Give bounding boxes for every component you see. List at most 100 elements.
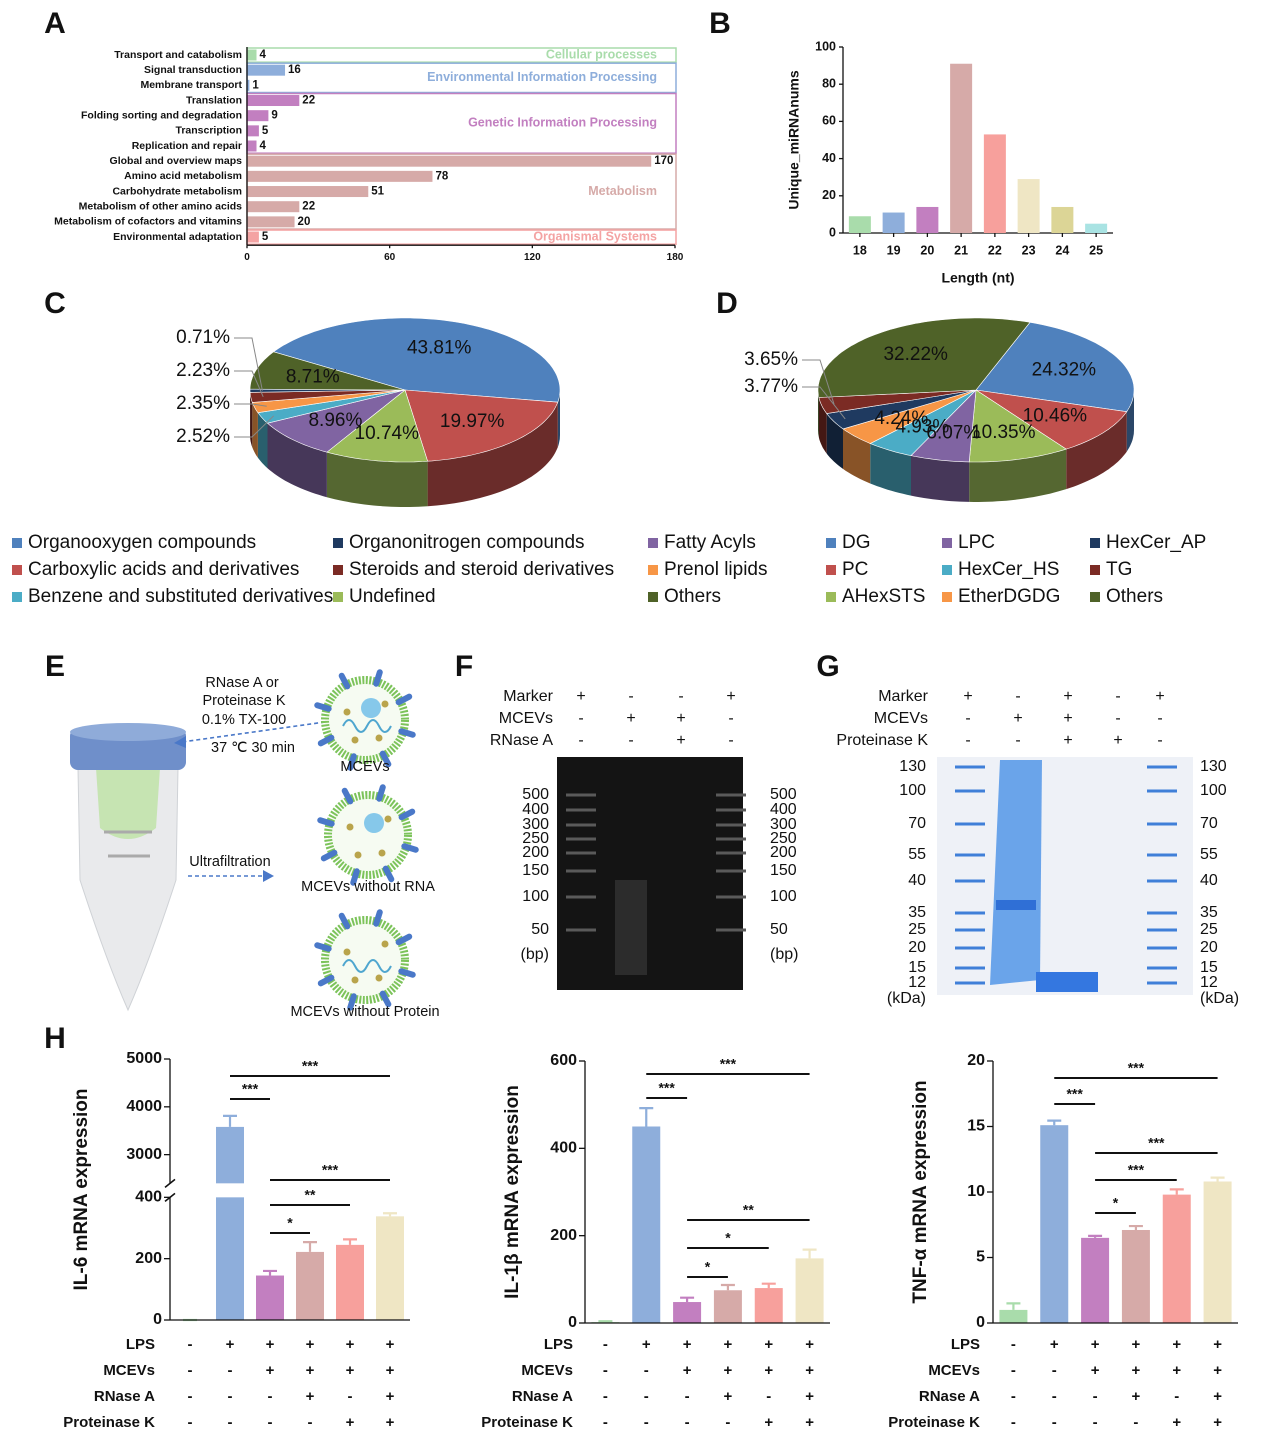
condition-mark: +	[1213, 1362, 1222, 1379]
pie-side	[1066, 411, 1127, 490]
condition-label: MCEVs	[103, 1362, 155, 1379]
legend-label: DG	[842, 532, 871, 553]
x-tick-label: 120	[524, 252, 541, 263]
ladder-label: 100	[899, 782, 926, 799]
lane-mark: +	[576, 688, 585, 705]
legend-label: Undefined	[349, 586, 436, 607]
condition-label: RNase A	[919, 1388, 980, 1405]
surface-protein	[338, 672, 351, 690]
error-bar	[1128, 1224, 1143, 1230]
y-tick-label: 3000	[126, 1146, 162, 1163]
panel-label: D	[716, 287, 738, 320]
ladder-label: 500	[522, 786, 549, 803]
bar	[247, 186, 369, 198]
ladder-band	[716, 895, 746, 899]
lane-mark: +	[726, 688, 735, 705]
condition-mark: +	[764, 1414, 773, 1431]
legend-swatch	[333, 592, 343, 602]
lane-mark: +	[1155, 688, 1164, 705]
vesicle-membrane	[321, 676, 409, 764]
category-label: Membrane transport	[140, 79, 242, 91]
ladder-label: 12	[908, 974, 926, 991]
legend-label: Benzene and substituted derivatives	[28, 586, 333, 607]
group-label: Cellular processes	[546, 47, 657, 61]
rna	[342, 959, 392, 973]
pie-side	[267, 423, 327, 498]
pie-slice	[266, 389, 406, 453]
cargo-dot	[351, 976, 359, 984]
legend-swatch	[1090, 538, 1100, 548]
surface-protein	[314, 702, 332, 712]
slice-label: 6.07%	[926, 422, 980, 443]
x-tick-label: 60	[384, 252, 396, 263]
error-bar	[263, 1269, 277, 1276]
error-bar	[303, 1241, 317, 1252]
slice-label: 0.71%	[176, 327, 230, 348]
surface-protein	[398, 728, 416, 738]
legend-label: Others	[1106, 586, 1163, 607]
x-tick-label: 23	[1022, 243, 1036, 257]
cargo-dot	[343, 948, 351, 956]
bar	[848, 216, 871, 233]
surface-protein	[317, 974, 335, 987]
condition-mark: +	[386, 1388, 395, 1405]
lane-mark: -	[578, 710, 583, 727]
pie-slice	[817, 317, 1031, 398]
lane-mark: -	[578, 732, 583, 749]
lane-mark: -	[1115, 710, 1120, 727]
slice-label: 19.97%	[440, 411, 505, 432]
ladder-label: 500	[770, 786, 797, 803]
surface-protein	[314, 942, 332, 952]
condition-mark: +	[1132, 1336, 1141, 1353]
y-tick-label: 600	[550, 1052, 577, 1069]
legend-label: LPC	[958, 532, 995, 553]
ladder-band	[566, 823, 596, 827]
legend-label: PC	[842, 559, 868, 580]
y-tick-label: 200	[135, 1250, 162, 1267]
pie-side	[257, 412, 268, 469]
ladder-band	[1147, 789, 1177, 793]
y-tick-label: 0	[153, 1311, 162, 1328]
legend-swatch	[333, 538, 343, 548]
row-label: RNase A	[490, 732, 553, 749]
vesicle-membrane	[321, 916, 409, 1004]
error-bar	[383, 1212, 397, 1217]
lane-mark: +	[963, 688, 972, 705]
condition-mark: +	[1091, 1336, 1100, 1353]
y-axis-label: IL-1β mRNA expression	[502, 1085, 523, 1299]
category-label: Signal transduction	[144, 64, 242, 76]
condition-mark: -	[1011, 1362, 1016, 1379]
vesicle-label: MCEVs without Protein	[290, 1004, 439, 1020]
vesicle-label: MCEVs	[340, 759, 389, 775]
condition-mark: -	[228, 1414, 233, 1431]
lane-mark: -	[1015, 688, 1020, 705]
surface-protein	[320, 849, 338, 862]
gel	[937, 757, 1193, 995]
condition-mark: -	[188, 1362, 193, 1379]
value-label: 22	[302, 201, 315, 213]
ladder-label: 40	[1200, 872, 1218, 889]
bar	[296, 1251, 324, 1320]
ladder-label: 300	[770, 816, 797, 833]
condition-mark: +	[805, 1336, 814, 1353]
ladder-label: 100	[522, 888, 549, 905]
condition-mark: -	[603, 1414, 608, 1431]
bar	[1017, 179, 1040, 233]
ladder-label: 25	[908, 921, 926, 938]
category-label: Transcription	[175, 125, 242, 137]
cargo-dot	[375, 734, 383, 742]
lane-mark: -	[965, 732, 970, 749]
condition-mark: +	[1213, 1388, 1222, 1405]
condition-mark: -	[725, 1414, 730, 1431]
cargo-dot	[354, 851, 362, 859]
bar	[247, 216, 295, 228]
significance-label: ***	[658, 1080, 675, 1096]
ladder-band	[1147, 879, 1177, 883]
pie-slice	[251, 389, 406, 414]
ladder-band	[1147, 928, 1177, 932]
bar	[795, 1258, 824, 1323]
legend-label: HexCer_AP	[1106, 532, 1206, 553]
ladder-label: 12	[1200, 974, 1218, 991]
category-label: Translation	[186, 94, 242, 106]
condition-mark: +	[386, 1414, 395, 1431]
